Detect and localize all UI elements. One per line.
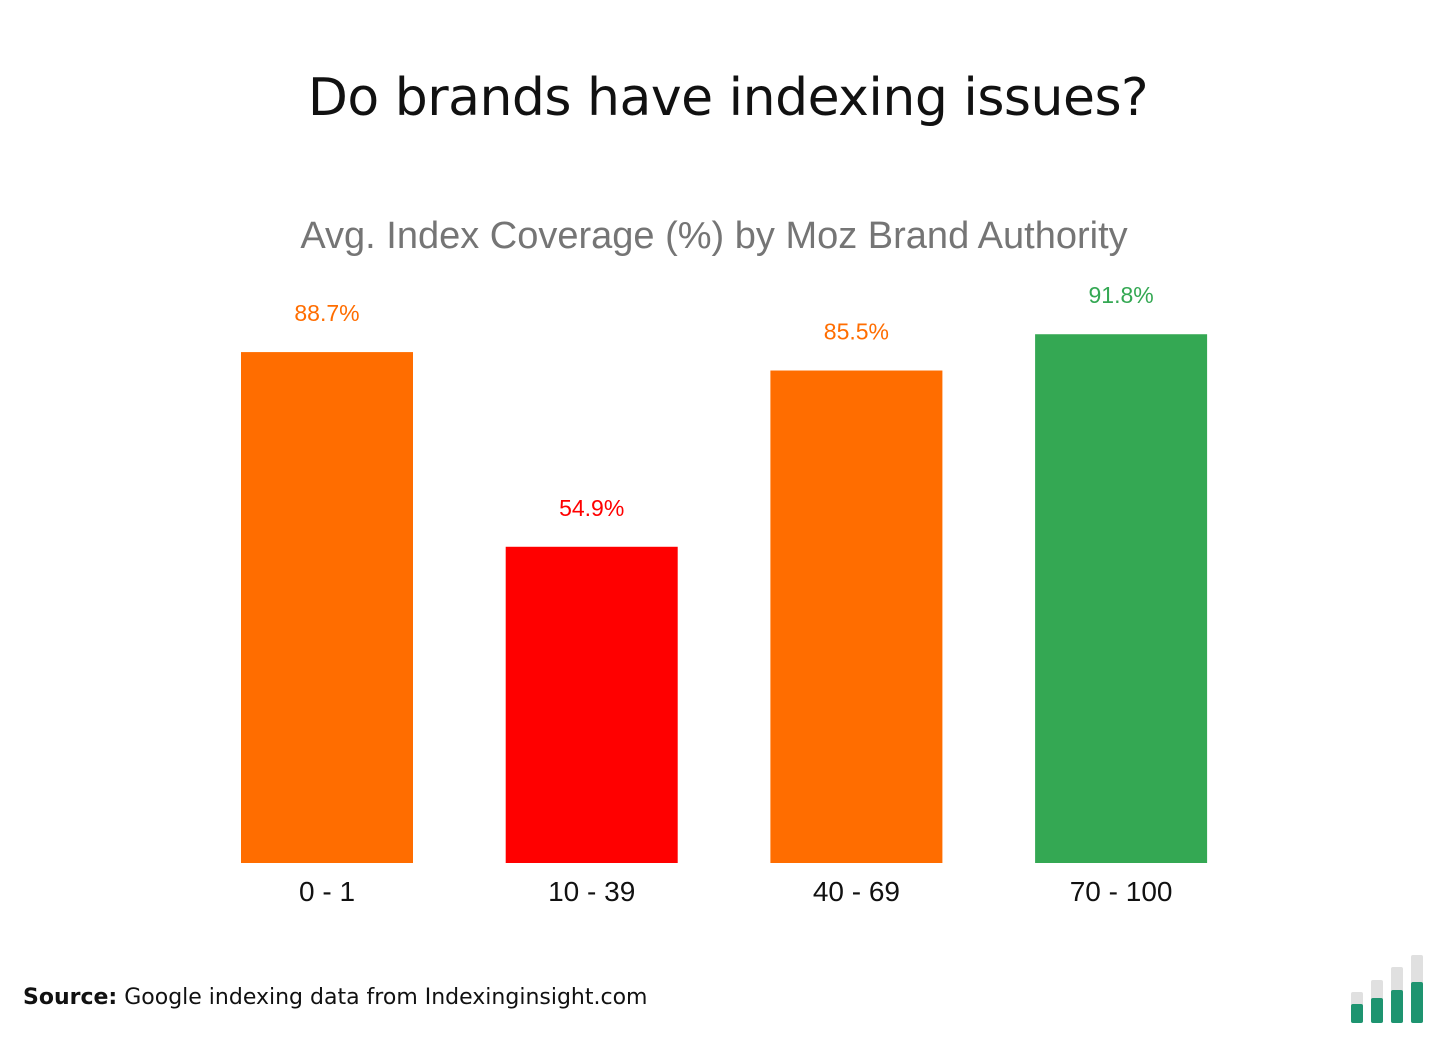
bar-3: [1035, 334, 1208, 863]
bar-0: [241, 352, 413, 863]
data-label: 91.8%: [1088, 282, 1153, 308]
logo-bar-fill: [1411, 982, 1423, 1023]
source-text: Google indexing data from Indexinginsigh…: [124, 985, 648, 1010]
source-note: Source: Google indexing data from Indexi…: [23, 985, 647, 1010]
bar-2: [770, 370, 943, 863]
logo-bar-fill: [1391, 990, 1403, 1023]
page-title: Do brands have indexing issues?: [307, 68, 1149, 128]
brand-logo: [1351, 955, 1423, 1023]
logo-bar-fill: [1351, 1004, 1363, 1023]
x-tick-label: 40 - 69: [813, 876, 900, 907]
chart-title: Avg. Index Coverage (%) by Moz Brand Aut…: [300, 215, 1127, 257]
data-label: 54.9%: [559, 495, 624, 521]
logo-bar-fill: [1371, 998, 1383, 1023]
data-label: 85.5%: [824, 319, 889, 345]
bar-1: [505, 546, 678, 863]
x-tick-label: 0 - 1: [299, 876, 355, 907]
data-label: 88.7%: [294, 300, 359, 326]
x-tick-label: 70 - 100: [1070, 876, 1173, 907]
x-tick-label: 10 - 39: [548, 876, 635, 907]
source-label: Source:: [23, 985, 118, 1010]
